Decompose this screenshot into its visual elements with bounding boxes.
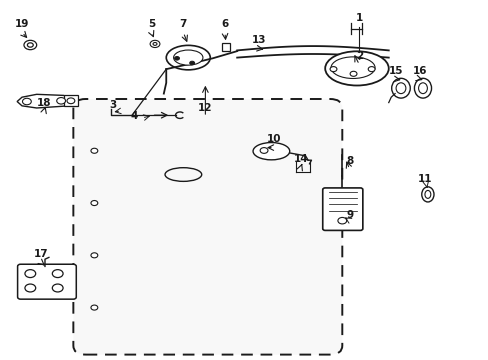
Ellipse shape — [395, 83, 405, 94]
Text: 7: 7 — [179, 19, 187, 29]
Text: 11: 11 — [417, 174, 432, 184]
Ellipse shape — [424, 190, 430, 198]
Text: 15: 15 — [388, 66, 403, 76]
Text: 19: 19 — [15, 19, 29, 29]
Circle shape — [22, 98, 31, 105]
Circle shape — [52, 284, 63, 292]
Circle shape — [174, 57, 179, 60]
Text: 10: 10 — [266, 134, 281, 144]
Ellipse shape — [166, 45, 210, 70]
Ellipse shape — [421, 187, 433, 202]
Text: 9: 9 — [346, 210, 352, 220]
Circle shape — [57, 98, 65, 104]
Circle shape — [329, 67, 336, 72]
Text: 18: 18 — [37, 98, 51, 108]
Text: 12: 12 — [198, 103, 212, 113]
Circle shape — [27, 43, 33, 47]
Ellipse shape — [325, 51, 388, 86]
Text: 8: 8 — [346, 156, 352, 166]
Ellipse shape — [418, 83, 427, 94]
Circle shape — [260, 148, 267, 153]
Ellipse shape — [253, 143, 289, 160]
Circle shape — [337, 217, 346, 224]
Circle shape — [150, 40, 160, 48]
Circle shape — [52, 270, 63, 278]
Ellipse shape — [173, 50, 203, 65]
FancyBboxPatch shape — [322, 188, 362, 230]
Circle shape — [25, 270, 36, 278]
Text: 13: 13 — [251, 35, 266, 45]
Bar — [221, 43, 230, 51]
Ellipse shape — [391, 78, 409, 98]
Text: 2: 2 — [355, 51, 362, 61]
Text: 1: 1 — [355, 13, 362, 23]
Text: 5: 5 — [148, 19, 155, 29]
Circle shape — [24, 40, 37, 50]
Circle shape — [349, 71, 356, 76]
FancyBboxPatch shape — [18, 264, 76, 299]
Ellipse shape — [414, 78, 430, 98]
Text: 4: 4 — [130, 111, 138, 121]
Circle shape — [67, 98, 75, 104]
Circle shape — [91, 201, 98, 206]
FancyBboxPatch shape — [73, 99, 342, 355]
Circle shape — [367, 67, 374, 72]
Circle shape — [91, 253, 98, 258]
Ellipse shape — [330, 57, 374, 78]
Text: 17: 17 — [34, 249, 49, 259]
Ellipse shape — [164, 168, 201, 181]
Text: 3: 3 — [109, 100, 116, 110]
Polygon shape — [17, 94, 76, 108]
Circle shape — [91, 305, 98, 310]
Circle shape — [153, 42, 157, 45]
Text: 16: 16 — [412, 66, 427, 76]
Text: 6: 6 — [221, 19, 228, 29]
Text: 14: 14 — [293, 154, 307, 164]
Bar — [63, 95, 78, 106]
Circle shape — [91, 148, 98, 153]
Circle shape — [25, 284, 36, 292]
Circle shape — [189, 61, 194, 65]
